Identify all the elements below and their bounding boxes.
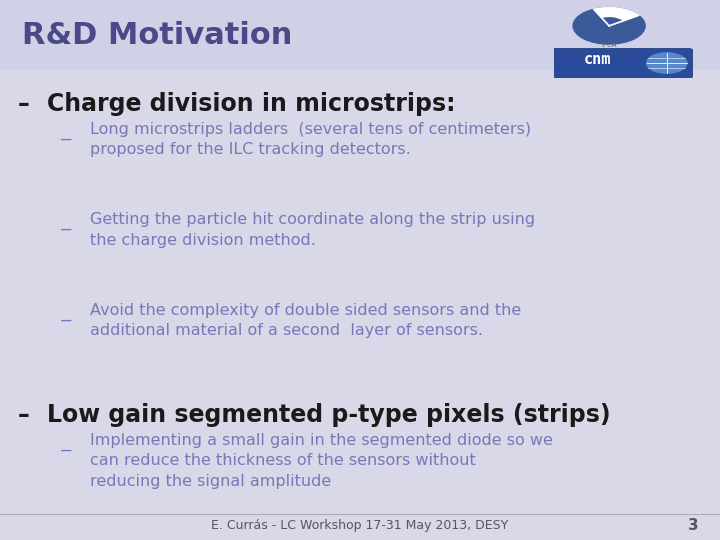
FancyBboxPatch shape: [0, 0, 720, 70]
Text: IFCA: IFCA: [601, 42, 617, 48]
Text: R&D Motivation: R&D Motivation: [22, 21, 292, 50]
Text: Getting the particle hit coordinate along the strip using
the charge division me: Getting the particle hit coordinate alon…: [90, 212, 535, 248]
Text: Low gain segmented p-type pixels (strips): Low gain segmented p-type pixels (strips…: [47, 403, 611, 427]
Text: Avoid the complexity of double sided sensors and the
additional material of a se: Avoid the complexity of double sided sen…: [90, 303, 521, 339]
FancyBboxPatch shape: [552, 49, 693, 78]
Circle shape: [573, 8, 645, 44]
Text: Implementing a small gain in the segmented diode so we
can reduce the thickness : Implementing a small gain in the segment…: [90, 433, 553, 489]
Circle shape: [647, 53, 687, 73]
Wedge shape: [594, 8, 639, 26]
Text: Charge division in microstrips:: Charge division in microstrips:: [47, 92, 455, 116]
Wedge shape: [603, 18, 622, 26]
Text: –: –: [18, 403, 30, 427]
Text: _: _: [61, 122, 72, 139]
Text: _: _: [61, 433, 72, 451]
Text: –: –: [18, 92, 30, 116]
Text: _: _: [61, 212, 72, 230]
Text: E. Currás - LC Workshop 17-31 May 2013, DESY: E. Currás - LC Workshop 17-31 May 2013, …: [212, 519, 508, 532]
Text: Long microstrips ladders  (several tens of centimeters)
proposed for the ILC tra: Long microstrips ladders (several tens o…: [90, 122, 531, 157]
Text: cnm: cnm: [584, 52, 611, 67]
Text: _: _: [61, 303, 72, 321]
Text: 3: 3: [688, 518, 698, 534]
